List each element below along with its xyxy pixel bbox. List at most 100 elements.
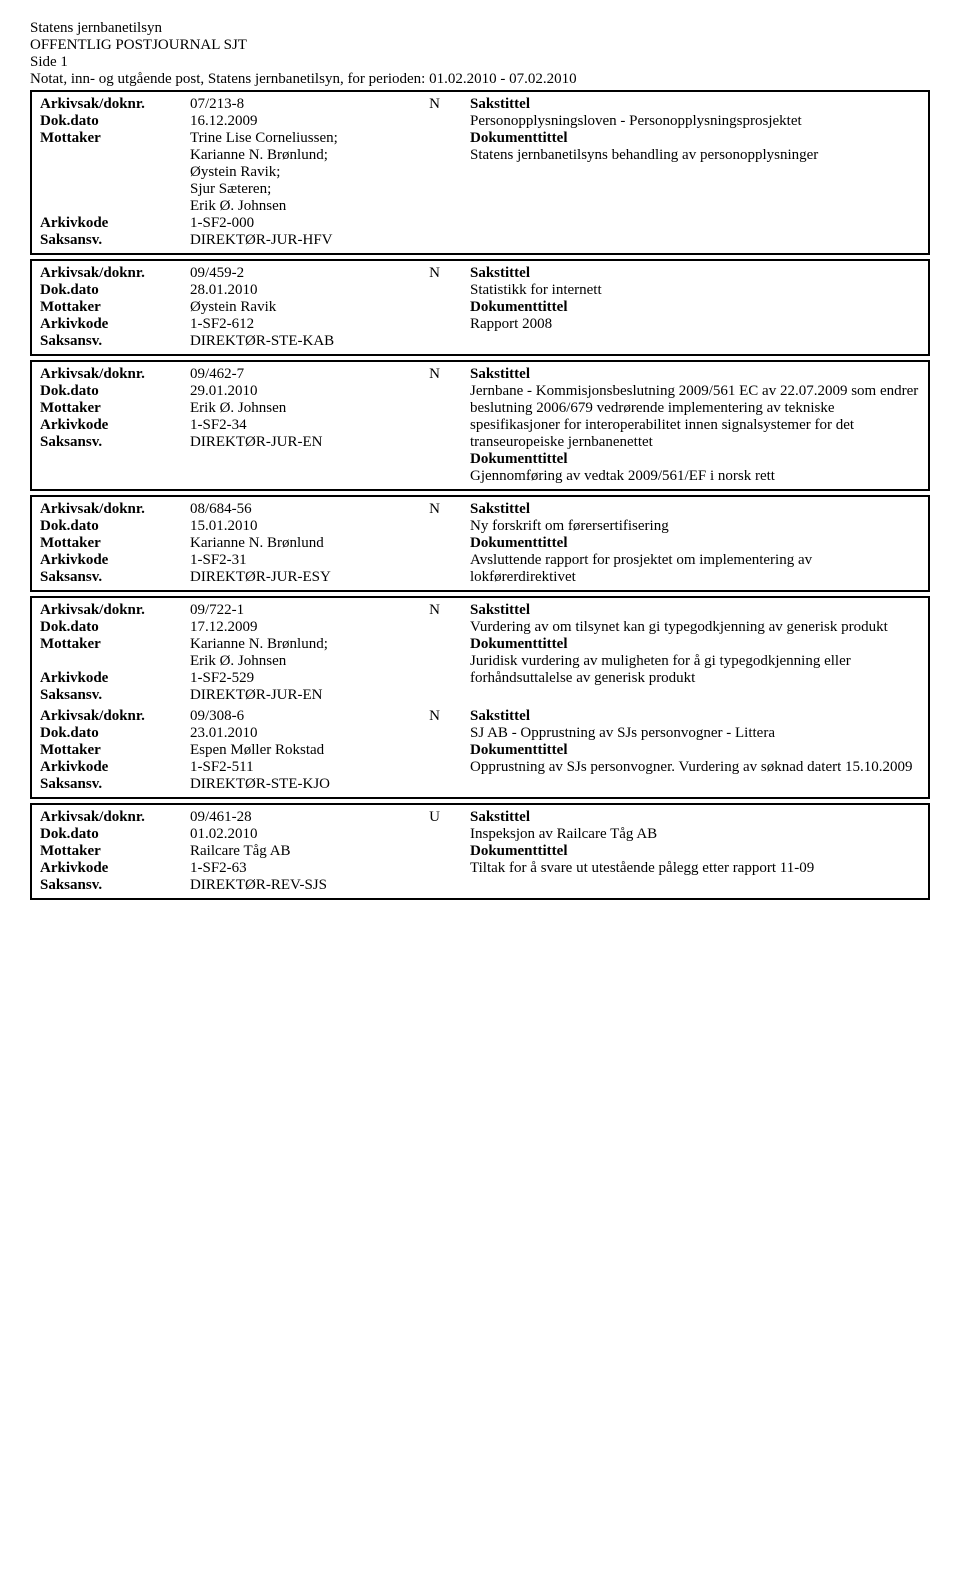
field-row: Saksansv.DIREKTØR-JUR-EN (40, 687, 470, 704)
field-value: 1-SF2-000 (190, 215, 470, 232)
field-row: Saksansv.DIREKTØR-JUR-ESY (40, 569, 470, 586)
field-label: Arkivsak/doknr. (40, 809, 190, 826)
field-row: Dok.dato16.12.2009 (40, 113, 470, 130)
doktittel-value: Avsluttende rapport for prosjektet om im… (470, 552, 920, 586)
sakstittel-value: Vurdering av om tilsynet kan gi typegodk… (470, 619, 920, 636)
field-label: Dok.dato (40, 826, 190, 843)
field-value: 16.12.2009 (190, 113, 470, 130)
entry-left: Arkivsak/doknr.09/459-2NDok.dato28.01.20… (40, 265, 470, 350)
field-label: Saksansv. (40, 776, 190, 793)
field-value: 1-SF2-31 (190, 552, 470, 569)
field-label: Mottaker (40, 299, 190, 316)
entry-right: SakstittelInspeksjon av Railcare Tåg ABD… (470, 809, 920, 894)
field-label: Arkivkode (40, 417, 190, 434)
entry-left: Arkivsak/doknr.09/722-1NDok.dato17.12.20… (40, 602, 470, 704)
doktittel-label: Dokumenttittel (470, 636, 920, 653)
field-value: DIREKTØR-JUR-EN (190, 434, 470, 451)
field-label: Arkivkode (40, 759, 190, 776)
field-label: Mottaker (40, 400, 190, 417)
field-value: 09/308-6N (190, 708, 470, 725)
sakstittel-value: Ny forskrift om førersertifisering (470, 518, 920, 535)
field-row: Arkivsak/doknr.09/722-1N (40, 602, 470, 619)
field-value: 07/213-8N (190, 96, 470, 113)
field-row: Arkivsak/doknr.07/213-8N (40, 96, 470, 113)
field-label: Arkivkode (40, 215, 190, 232)
entry-left: Arkivsak/doknr.08/684-56NDok.dato15.01.2… (40, 501, 470, 586)
doc-type-letter: N (429, 501, 440, 518)
field-row: Arkivkode1-SF2-31 (40, 552, 470, 569)
field-label: Saksansv. (40, 232, 190, 249)
doktittel-label: Dokumenttittel (470, 742, 920, 759)
field-value: 1-SF2-34 (190, 417, 470, 434)
sakstittel-label: Sakstittel (470, 96, 920, 113)
sakstittel-label: Sakstittel (470, 708, 920, 725)
field-value: 08/684-56N (190, 501, 470, 518)
entry-right: SakstittelSJ AB - Opprustning av SJs per… (470, 708, 920, 793)
sakstittel-value: Personopplysningsloven - Personopplysnin… (470, 113, 920, 130)
field-row: Dok.dato17.12.2009 (40, 619, 470, 636)
field-row: Arkivsak/doknr.08/684-56N (40, 501, 470, 518)
doktittel-label: Dokumenttittel (470, 299, 920, 316)
field-row: Saksansv.DIREKTØR-REV-SJS (40, 877, 470, 894)
doc-type-letter: U (429, 809, 440, 826)
field-value: 1-SF2-63 (190, 860, 470, 877)
field-value: 17.12.2009 (190, 619, 470, 636)
field-label: Dok.dato (40, 113, 190, 130)
doc-type-letter: N (429, 366, 440, 383)
entry-columns: Arkivsak/doknr.09/459-2NDok.dato28.01.20… (40, 265, 920, 350)
field-value: 09/722-1N (190, 602, 470, 619)
field-row: Saksansv.DIREKTØR-STE-KJO (40, 776, 470, 793)
field-label: Arkivkode (40, 552, 190, 569)
field-row: Arkivkode1-SF2-511 (40, 759, 470, 776)
field-label: Arkivkode (40, 670, 190, 687)
field-value: Espen Møller Rokstad (190, 742, 470, 759)
field-row: Arkivkode1-SF2-34 (40, 417, 470, 434)
field-label: Saksansv. (40, 434, 190, 451)
field-value: Karianne N. Brønlund (190, 535, 470, 552)
entry-right: SakstittelPersonopplysningsloven - Perso… (470, 96, 920, 249)
doktittel-value: Tiltak for å svare ut utestående pålegg … (470, 860, 920, 877)
doktittel-label: Dokumenttittel (470, 451, 920, 468)
entry-columns: Arkivsak/doknr.08/684-56NDok.dato15.01.2… (40, 501, 920, 586)
field-row: Dok.dato23.01.2010 (40, 725, 470, 742)
field-row: MottakerTrine Lise Corneliussen; Kariann… (40, 130, 470, 215)
doktittel-value: Gjennomføring av vedtak 2009/561/EF i no… (470, 468, 920, 485)
entry-left: Arkivsak/doknr.09/461-28UDok.dato01.02.2… (40, 809, 470, 894)
field-value: 09/462-7N (190, 366, 470, 383)
field-value: 1-SF2-612 (190, 316, 470, 333)
field-row: Saksansv.DIREKTØR-JUR-EN (40, 434, 470, 451)
doc-type-letter: N (429, 265, 440, 282)
field-label: Arkivsak/doknr. (40, 366, 190, 383)
field-value: DIREKTØR-STE-KJO (190, 776, 470, 793)
entry-columns: Arkivsak/doknr.09/308-6NDok.dato23.01.20… (40, 708, 920, 793)
doktittel-value: Opprustning av SJs personvogner. Vurderi… (470, 759, 920, 776)
sakstittel-label: Sakstittel (470, 366, 920, 383)
journal-entry: Arkivsak/doknr.09/459-2NDok.dato28.01.20… (30, 259, 930, 356)
entry-left: Arkivsak/doknr.09/462-7NDok.dato29.01.20… (40, 366, 470, 485)
entry-columns: Arkivsak/doknr.09/462-7NDok.dato29.01.20… (40, 366, 920, 485)
sakstittel-label: Sakstittel (470, 265, 920, 282)
doktittel-label: Dokumenttittel (470, 130, 920, 147)
entry-right: SakstittelNy forskrift om førersertifise… (470, 501, 920, 586)
doc-type-letter: N (429, 96, 440, 113)
field-value: Railcare Tåg AB (190, 843, 470, 860)
field-value: Erik Ø. Johnsen (190, 400, 470, 417)
field-value: 1-SF2-511 (190, 759, 470, 776)
field-value: 09/459-2N (190, 265, 470, 282)
field-row: Arkivkode1-SF2-000 (40, 215, 470, 232)
doktittel-value: Juridisk vurdering av muligheten for å g… (470, 653, 920, 687)
document-header: Statens jernbanetilsyn OFFENTLIG POSTJOU… (30, 20, 930, 88)
field-row: Saksansv.DIREKTØR-JUR-HFV (40, 232, 470, 249)
field-value: 23.01.2010 (190, 725, 470, 742)
journal-entry: Arkivsak/doknr.09/462-7NDok.dato29.01.20… (30, 360, 930, 491)
field-row: MottakerErik Ø. Johnsen (40, 400, 470, 417)
field-label: Dok.dato (40, 282, 190, 299)
entry-left: Arkivsak/doknr.09/308-6NDok.dato23.01.20… (40, 708, 470, 793)
sakstittel-value: SJ AB - Opprustning av SJs personvogner … (470, 725, 920, 742)
journal-entry: Arkivsak/doknr.09/722-1NDok.dato17.12.20… (30, 596, 930, 799)
doktittel-label: Dokumenttittel (470, 535, 920, 552)
entry-right: SakstittelStatistikk for internettDokume… (470, 265, 920, 350)
field-label: Saksansv. (40, 569, 190, 586)
field-label: Arkivsak/doknr. (40, 602, 190, 619)
field-row: MottakerKarianne N. Brønlund (40, 535, 470, 552)
